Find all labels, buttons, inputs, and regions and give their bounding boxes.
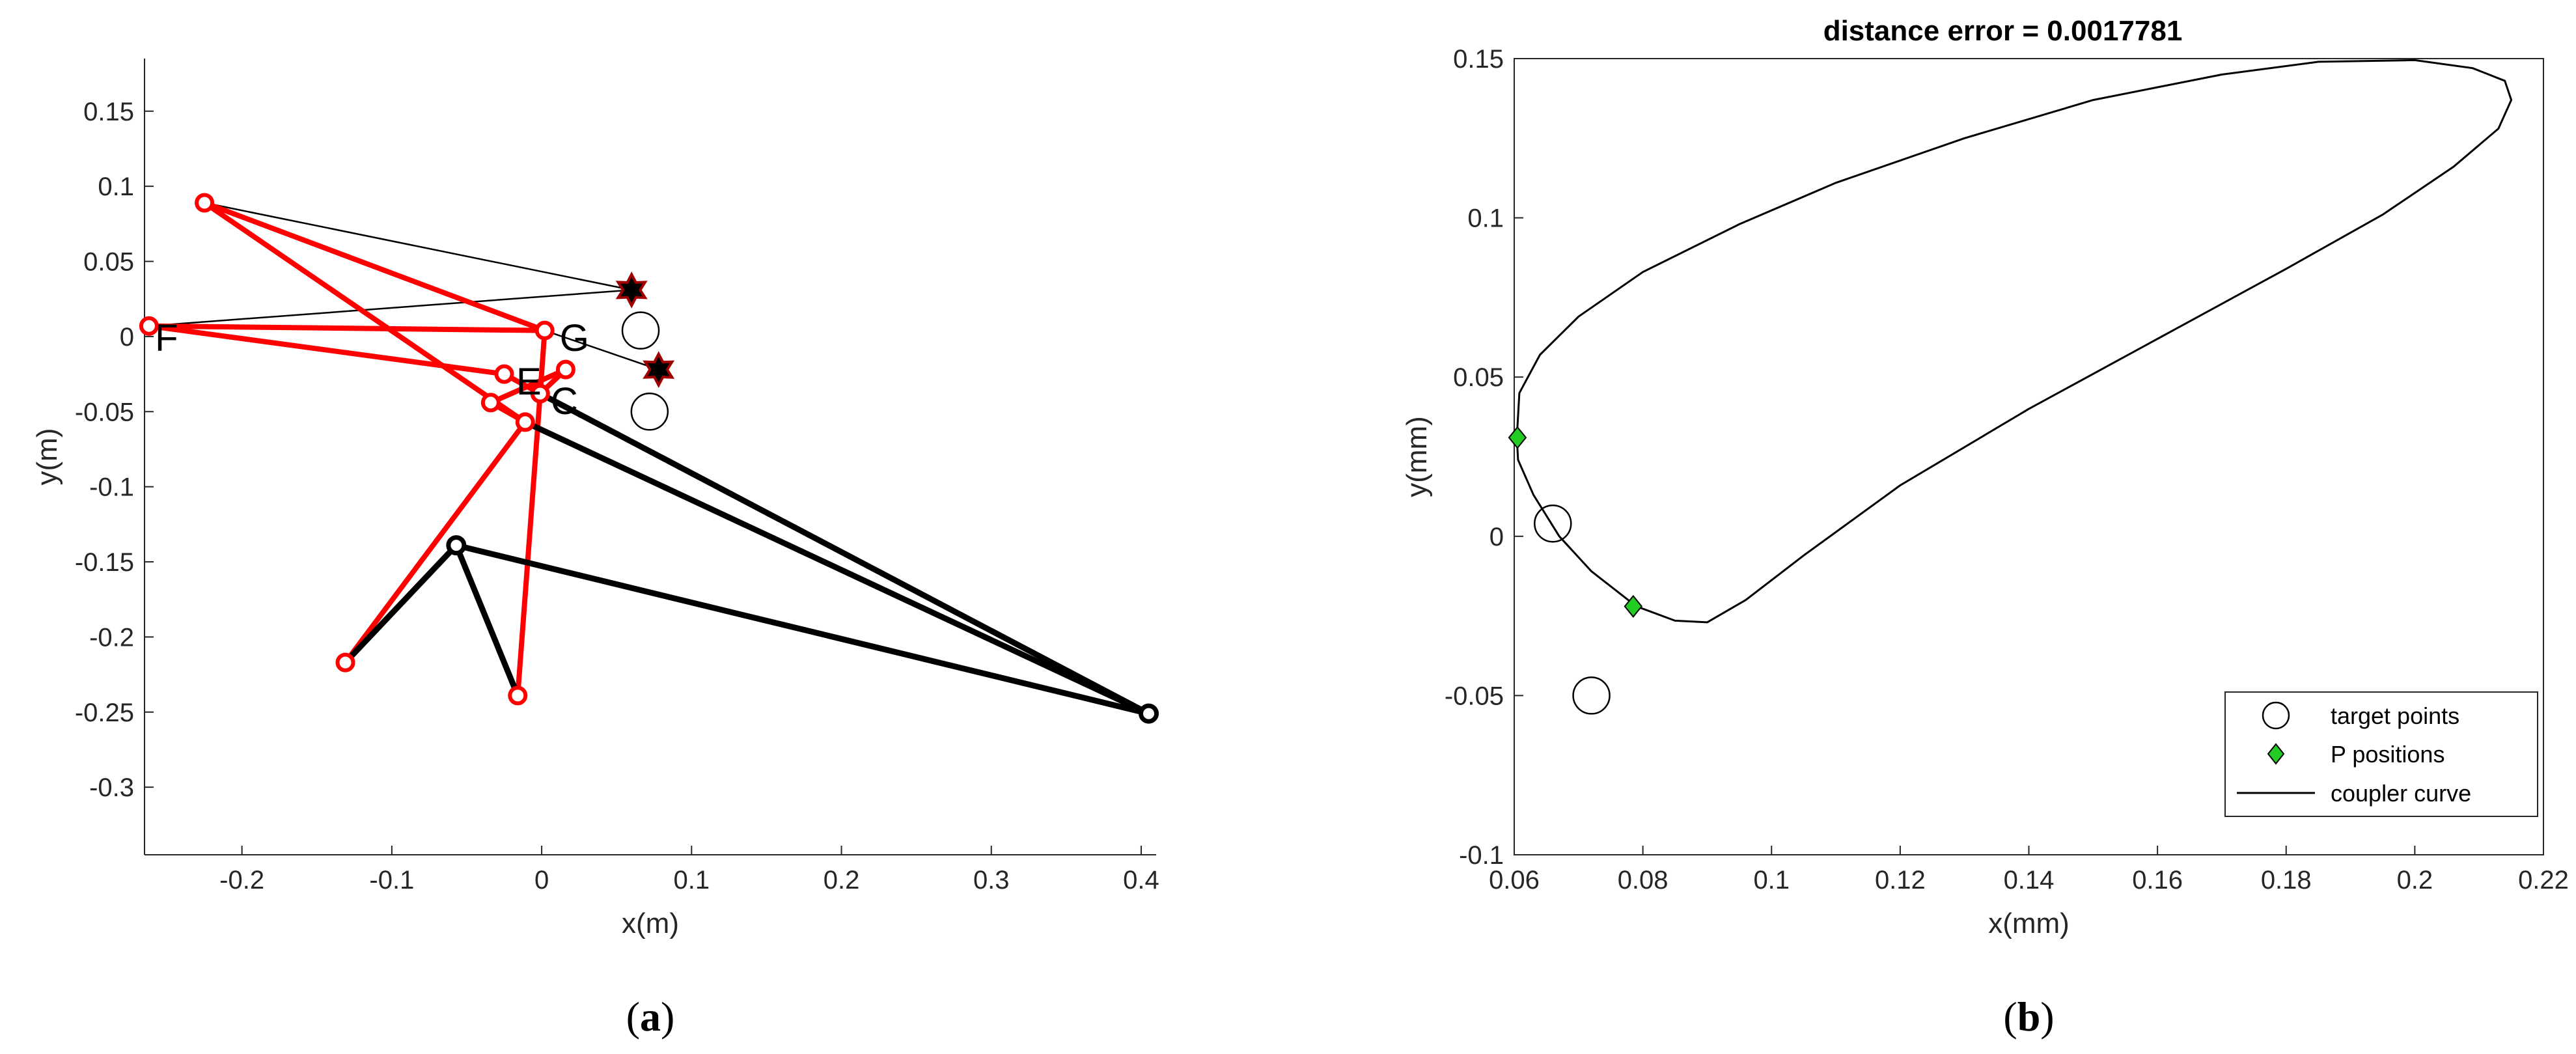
target-point-marker: [621, 311, 660, 350]
joint-label: C: [551, 380, 578, 423]
red-link: [515, 391, 543, 699]
panel-label: (a): [626, 993, 675, 1040]
x-tick-label: -0.2: [219, 866, 264, 895]
panel-a-chart: -0.2 -0.1 0 0.1 0.2 0.3 0.4 0.15 0.1 0.05 0 -0.05 -0…: [31, 59, 1159, 1040]
red-joint: [195, 193, 215, 213]
red-link: [488, 367, 568, 406]
red-joint: [480, 393, 501, 413]
legend-entry-label: target points: [2331, 702, 2459, 729]
x-tick-label: 0.4: [1123, 866, 1159, 895]
star-marker: [615, 271, 648, 309]
panel-b-chart: 0.06 0.08 0.1 0.12 0.14 0.16 0.18 0.2 0.22 0.15 0.…: [1401, 15, 2569, 1040]
y-tick-label: 0.1: [1467, 204, 1504, 233]
chart-title: distance error = 0.0017781: [1823, 15, 2183, 47]
red-joint: [534, 320, 555, 340]
x-tick-label: 0.08: [1618, 866, 1669, 895]
legend-circle-symbol: [2262, 701, 2290, 730]
x-tick-label: 0.1: [674, 866, 710, 895]
thin-link-line: [544, 329, 659, 370]
black-link: [453, 542, 1152, 717]
y-axis-label: y(m): [31, 428, 63, 486]
red-joint: [494, 364, 514, 384]
y-tick-label: 0: [1489, 523, 1504, 551]
target-point-marker: [630, 393, 669, 431]
thin-link-line: [148, 289, 632, 327]
legend-entry-label: P positions: [2331, 741, 2444, 768]
x-tick-label: 0.18: [2261, 866, 2312, 895]
y-tick-label: -0.25: [75, 699, 134, 727]
target-point-marker: [1534, 504, 1572, 543]
red-link: [342, 419, 528, 665]
black-link: [453, 542, 521, 699]
red-joint: [139, 316, 159, 336]
y-tick-label: 0.15: [1453, 45, 1504, 74]
y-tick-label: -0.15: [75, 548, 134, 577]
x-tick-label: 0.14: [2004, 866, 2055, 895]
panel-label: (b): [2003, 993, 2054, 1040]
joint-label: F: [155, 317, 178, 359]
coupler-curve-line: [1516, 59, 2513, 624]
black-link: [537, 391, 1152, 717]
y-tick-label: -0.2: [89, 623, 134, 652]
p-position-marker: [1624, 594, 1643, 618]
joint-label: G: [560, 317, 589, 359]
x-tick-label: 0: [534, 866, 549, 895]
red-link: [202, 200, 528, 425]
y-tick-label: 0.05: [1453, 363, 1504, 392]
star-marker: [643, 351, 675, 389]
black-link: [522, 419, 1152, 717]
x-axis-label: x(m): [622, 908, 679, 939]
y-tick-label: -0.1: [89, 473, 134, 502]
red-joint: [515, 412, 535, 432]
p-position-marker: [1508, 426, 1527, 449]
x-tick-label: 0.06: [1489, 866, 1540, 895]
x-axis-label: x(mm): [1988, 908, 2070, 939]
black-joint: [446, 535, 467, 556]
x-tick-label: -0.1: [369, 866, 414, 895]
y-tick-label: -0.1: [1459, 841, 1504, 870]
black-link: [342, 542, 460, 666]
red-link: [202, 200, 547, 333]
joint-label: E: [516, 361, 542, 403]
red-link: [146, 323, 507, 377]
black-joint: [1138, 703, 1159, 724]
x-tick-label: 0.12: [1875, 866, 1926, 895]
red-link: [146, 323, 547, 333]
red-joint: [555, 359, 575, 380]
y-tick-label: -0.3: [89, 773, 134, 802]
legend-entry-label: coupler curve: [2331, 780, 2471, 807]
y-tick-label: -0.05: [75, 398, 134, 426]
x-tick-label: 0.22: [2518, 866, 2569, 895]
red-joint: [335, 652, 355, 673]
y-tick-label: 0.15: [83, 98, 134, 126]
target-point-marker: [1572, 676, 1611, 715]
x-tick-label: 0.16: [2132, 866, 2183, 895]
x-tick-label: 0.2: [824, 866, 860, 895]
x-tick-label: 0.2: [2397, 866, 2433, 895]
x-tick-label: 0.1: [1753, 866, 1790, 895]
red-joint: [530, 383, 550, 404]
red-joint: [508, 686, 528, 706]
thin-link-line: [204, 202, 632, 291]
y-axis-label: y(mm): [1401, 416, 1433, 497]
y-tick-label: 0.05: [83, 248, 134, 277]
y-tick-label: 0: [120, 323, 134, 352]
x-tick-label: 0.3: [973, 866, 1010, 895]
y-tick-label: -0.05: [1445, 682, 1504, 710]
y-tick-label: 0.1: [98, 173, 134, 201]
legend-diamond-symbol: [2267, 743, 2285, 765]
